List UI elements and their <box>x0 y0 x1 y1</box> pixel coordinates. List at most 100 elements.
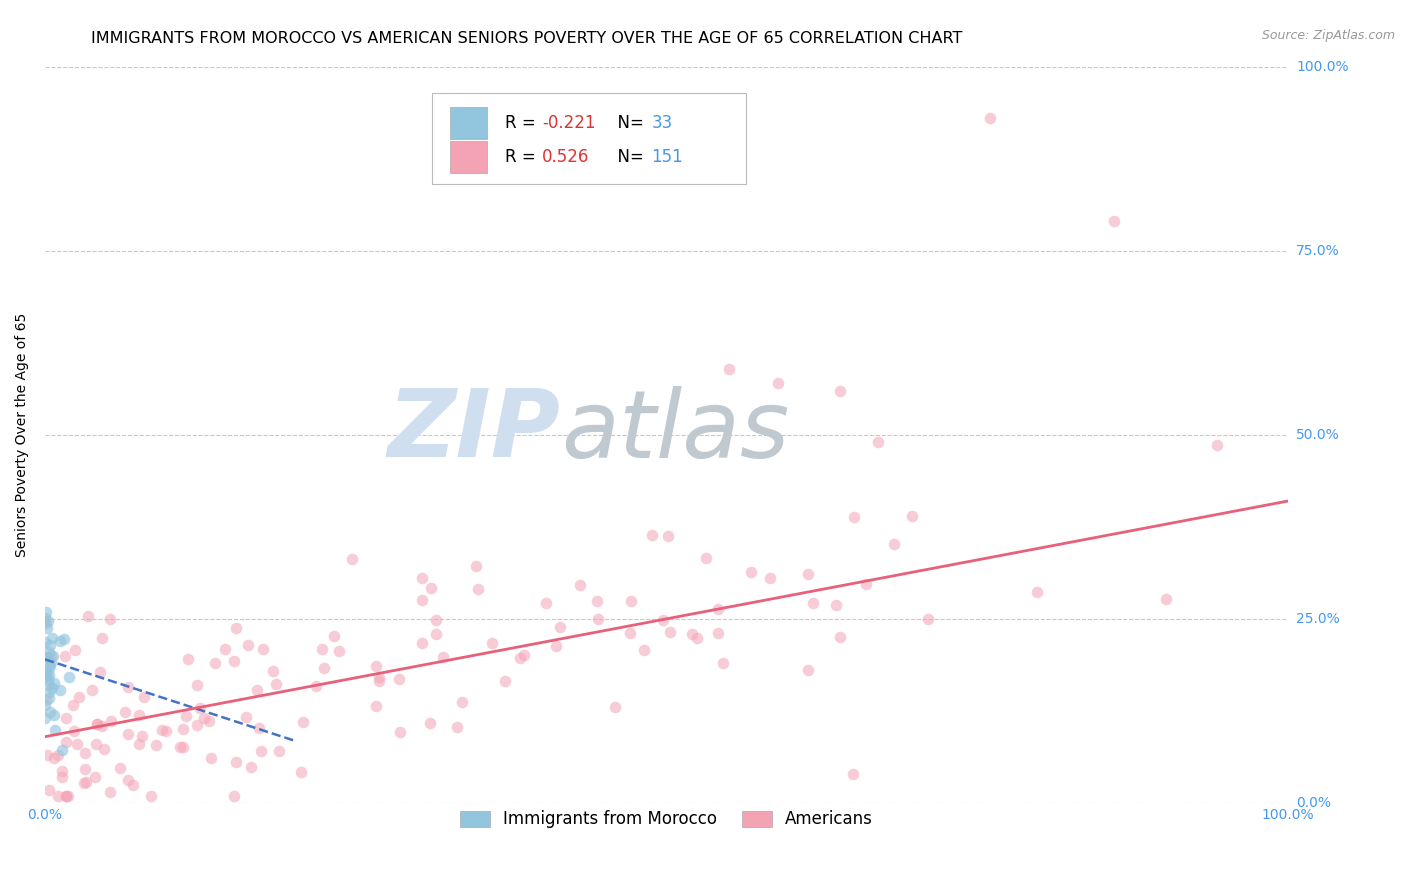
Point <box>740 565 762 579</box>
Point <box>585 594 607 608</box>
Point <box>55 789 77 803</box>
Point <box>38 668 60 682</box>
Point <box>35 606 58 620</box>
Point <box>225 755 247 769</box>
Point <box>797 567 820 582</box>
Point <box>49 634 72 648</box>
Point <box>98 612 121 626</box>
Point <box>46 789 69 803</box>
Point <box>842 766 865 780</box>
Point <box>55 710 77 724</box>
Point <box>177 652 200 666</box>
Point <box>264 676 287 690</box>
Point <box>42 751 65 765</box>
Point <box>758 571 780 585</box>
Point <box>1206 438 1229 452</box>
Point <box>186 678 208 692</box>
Point <box>633 643 655 657</box>
Point <box>121 778 143 792</box>
Point <box>38 645 60 659</box>
Point <box>883 537 905 551</box>
Point <box>76 608 98 623</box>
Point <box>917 612 939 626</box>
Point <box>534 596 557 610</box>
Point <box>247 721 270 735</box>
Point <box>550 620 572 634</box>
Point <box>35 693 58 707</box>
Point <box>620 594 643 608</box>
Point <box>39 649 62 664</box>
Point <box>411 571 433 585</box>
Point <box>38 685 60 699</box>
Point <box>128 708 150 723</box>
Point <box>311 642 333 657</box>
Point <box>63 643 86 657</box>
Point <box>117 681 139 695</box>
Text: R =: R = <box>505 114 541 132</box>
Point <box>132 690 155 705</box>
Point <box>90 632 112 646</box>
Point <box>513 648 536 662</box>
Point <box>214 642 236 657</box>
Point <box>117 773 139 788</box>
Text: ZIP: ZIP <box>388 385 561 477</box>
Point <box>44 723 66 738</box>
Point <box>842 509 865 524</box>
Text: atlas: atlas <box>561 385 789 476</box>
Point <box>73 776 96 790</box>
Point <box>44 676 66 690</box>
FancyBboxPatch shape <box>450 141 488 173</box>
Point <box>866 435 889 450</box>
Point <box>145 738 167 752</box>
Point <box>62 723 84 738</box>
Point <box>290 765 312 780</box>
Point <box>204 657 226 671</box>
Point <box>38 639 60 653</box>
Text: 25.0%: 25.0% <box>1296 612 1340 626</box>
Point <box>224 789 246 803</box>
Point <box>53 649 76 664</box>
Text: 151: 151 <box>651 148 683 166</box>
Point <box>619 625 641 640</box>
Point <box>38 706 60 720</box>
Point <box>42 648 65 663</box>
Point <box>240 760 263 774</box>
Point <box>188 701 211 715</box>
Point <box>605 700 627 714</box>
Point <box>86 717 108 731</box>
Point <box>250 744 273 758</box>
Point <box>35 668 58 682</box>
Point <box>37 614 59 628</box>
Point <box>652 614 675 628</box>
Point <box>35 650 58 665</box>
FancyBboxPatch shape <box>432 93 747 184</box>
Point <box>1102 214 1125 228</box>
Point <box>155 723 177 738</box>
Point <box>38 691 60 706</box>
Text: 33: 33 <box>651 114 672 132</box>
Point <box>568 577 591 591</box>
Point <box>419 716 441 731</box>
Point <box>91 719 114 733</box>
Point <box>117 727 139 741</box>
Point <box>432 650 454 665</box>
Point <box>979 111 1001 125</box>
Point <box>830 384 852 398</box>
Point <box>494 674 516 689</box>
Point <box>86 717 108 731</box>
Point <box>368 674 391 689</box>
Point <box>425 627 447 641</box>
Point <box>172 722 194 736</box>
Point <box>340 552 363 566</box>
Point <box>62 698 84 713</box>
Point <box>388 672 411 686</box>
Point <box>446 720 468 734</box>
Point <box>34 611 56 625</box>
Point <box>707 626 730 640</box>
Point <box>328 644 350 658</box>
Point <box>35 621 58 635</box>
Point <box>388 725 411 739</box>
Point <box>411 593 433 607</box>
Point <box>84 771 107 785</box>
Point <box>797 664 820 678</box>
